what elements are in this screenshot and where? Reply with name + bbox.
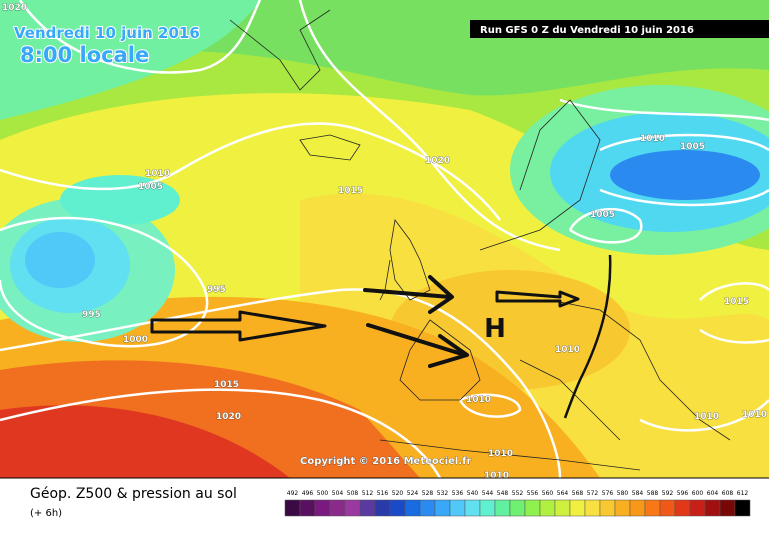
scale-label: 532: [437, 490, 449, 497]
isobar-label: 1010: [488, 449, 513, 459]
scale-label: 596: [677, 490, 689, 497]
scale-label: 528: [422, 490, 434, 497]
scale-label: 576: [602, 490, 614, 497]
isobar-label: 1020: [425, 156, 450, 166]
scale-swatch: [344, 499, 361, 517]
scale-swatch: [479, 499, 496, 517]
scale-swatch: [359, 499, 376, 517]
scale-swatch: [674, 499, 691, 517]
scale-label: 580: [617, 490, 629, 497]
scale-swatch: [404, 499, 421, 517]
color-scale: 492 496 500 504 508 512 516 520 524 528 532 536 540 5…: [284, 490, 751, 517]
isobar-label: 1020: [2, 3, 27, 13]
scale-swatch: [434, 499, 451, 517]
isobar-label: 995: [82, 310, 101, 320]
scale-label: 608: [722, 490, 734, 497]
scale-label: 516: [377, 490, 389, 497]
map-time: 8:00 locale: [20, 43, 149, 67]
scale-swatch: [719, 499, 736, 517]
scale-label: 536: [452, 490, 464, 497]
scale-label: 568: [572, 490, 584, 497]
scale-swatch: [599, 499, 616, 517]
scale-swatch: [419, 499, 436, 517]
scale-swatch: [389, 499, 406, 517]
high-pressure-marker: H: [484, 314, 506, 344]
scale-label: 556: [527, 490, 539, 497]
scale-swatch: [449, 499, 466, 517]
scale-label: 548: [497, 490, 509, 497]
scale-swatch: [284, 499, 301, 517]
isobar-label: 1015: [214, 380, 239, 390]
scale-label: 520: [392, 490, 404, 497]
scale-swatch: [299, 499, 316, 517]
scale-swatch: [689, 499, 706, 517]
scale-swatch: [314, 499, 331, 517]
flow-arrows: [150, 254, 612, 419]
scale-label: 508: [347, 490, 359, 497]
scale-swatch: [644, 499, 661, 517]
isobar-label: 1010: [145, 169, 170, 179]
scale-label: 524: [407, 490, 419, 497]
scale-swatch: [554, 499, 571, 517]
isobar-label: 1015: [724, 297, 749, 307]
scale-swatch: [584, 499, 601, 517]
scale-label: 584: [632, 490, 644, 497]
scale-label: 552: [512, 490, 524, 497]
isobar-label: 1010: [742, 410, 767, 420]
scale-swatch: [629, 499, 646, 517]
isobar-label: 1010: [555, 345, 580, 355]
isobar-labels: 1020 1010 1005 1020 1015 995 995 1000 1015 1020 10…: [2, 3, 768, 482]
scale-label: 588: [647, 490, 659, 497]
front-line: [563, 254, 612, 419]
scale-label: 496: [302, 490, 314, 497]
scale-label: 564: [557, 490, 569, 497]
scale-label: 512: [362, 490, 374, 497]
scale-swatch: [539, 499, 556, 517]
isobar-label: 1005: [680, 142, 705, 152]
isobar-label: 1015: [338, 186, 363, 196]
scale-label: 504: [332, 490, 344, 497]
isobar-label: 1010: [640, 134, 665, 144]
isobar-label: 1005: [138, 182, 163, 192]
isobar-label: 995: [207, 285, 226, 295]
map-date: Vendredi 10 juin 2016: [14, 24, 200, 42]
isobar-label: 1020: [216, 412, 241, 422]
legend-lead: (+ 6h): [30, 508, 62, 519]
scale-swatch: [494, 499, 511, 517]
scale-label: 492: [287, 490, 299, 497]
scale-swatch: [464, 499, 481, 517]
scale-label: 560: [542, 490, 554, 497]
copyright: Copyright © 2016 Meteociel.fr: [300, 456, 471, 467]
scale-label: 544: [482, 490, 494, 497]
isobar-label: 1010: [694, 412, 719, 422]
scale-swatch: [734, 499, 751, 517]
isobar-label: 1010: [466, 395, 491, 405]
isobar-label: 1005: [590, 210, 615, 220]
scale-swatch: [659, 499, 676, 517]
isobar-label: 1000: [123, 335, 148, 345]
scale-swatch: [569, 499, 586, 517]
scale-swatch: [509, 499, 526, 517]
scale-swatch: [524, 499, 541, 517]
scale-swatch: [374, 499, 391, 517]
scale-label: 612: [737, 490, 749, 497]
scale-label: 540: [467, 490, 479, 497]
scale-label: 600: [692, 490, 704, 497]
scale-label: 604: [707, 490, 719, 497]
scale-swatch: [329, 499, 346, 517]
scale-label: 500: [317, 490, 329, 497]
scale-label: 572: [587, 490, 599, 497]
map-background: [0, 0, 769, 478]
run-info: Run GFS 0 Z du Vendredi 10 juin 2016: [480, 25, 694, 36]
scale-swatch: [614, 499, 631, 517]
legend-title: Géop. Z500 & pression au sol: [30, 486, 237, 502]
scale-label: 592: [662, 490, 674, 497]
run-banner: [470, 20, 769, 38]
scale-swatch: [704, 499, 721, 517]
isobar-label: 1010: [484, 471, 509, 481]
